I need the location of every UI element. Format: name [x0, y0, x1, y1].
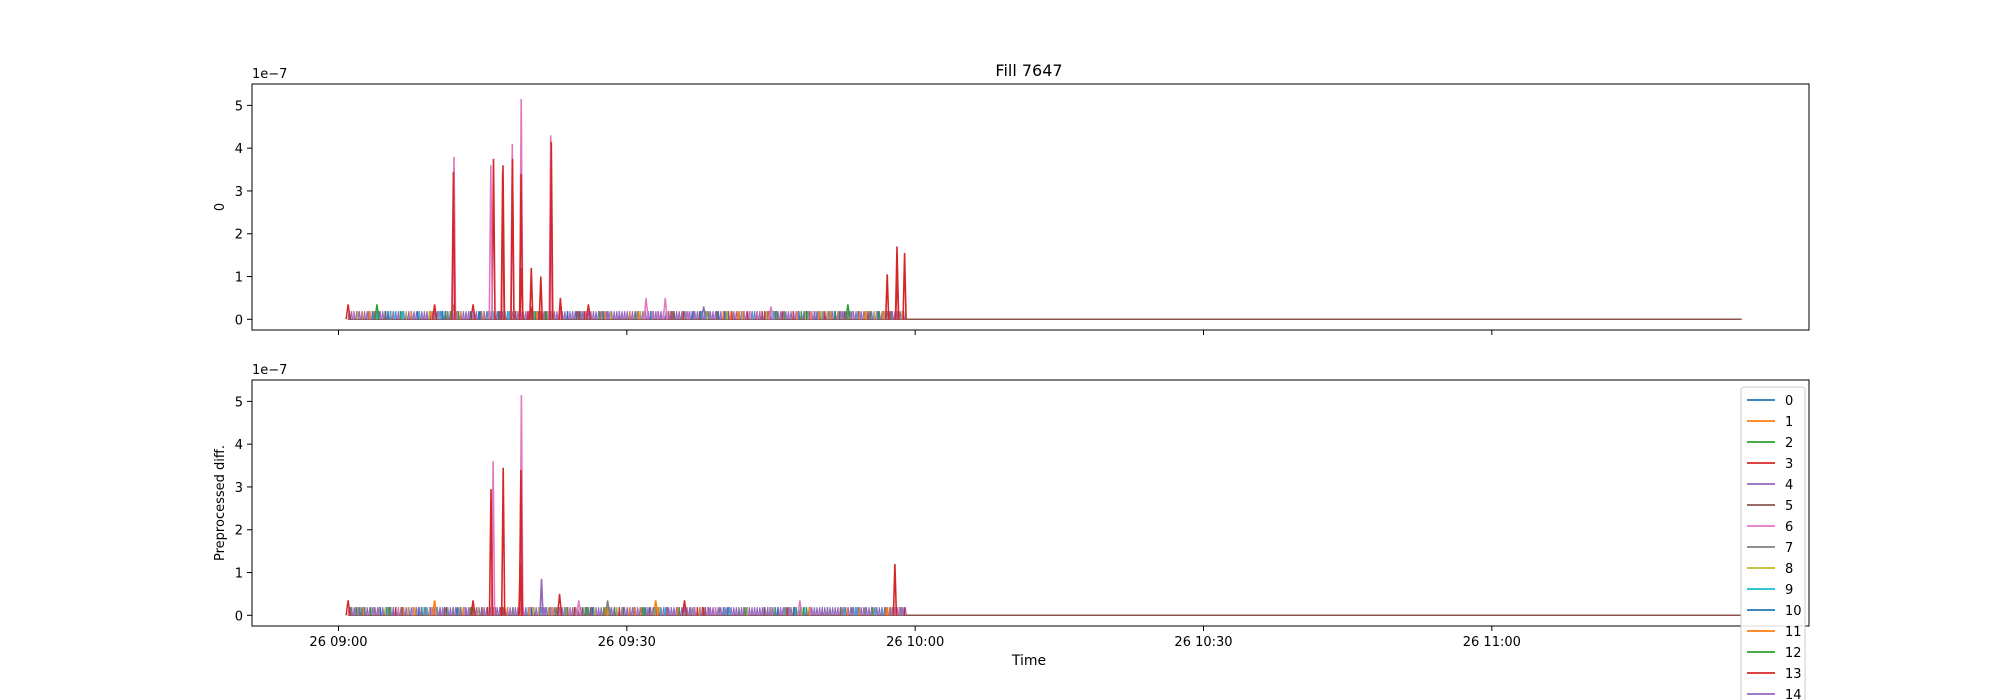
baseline-spike	[643, 297, 649, 320]
baseline-spike	[845, 304, 851, 320]
baseline-spike	[431, 600, 438, 616]
axes-frame	[251, 379, 1810, 627]
data-spike	[488, 489, 494, 616]
y-tick-label: 2	[235, 228, 243, 243]
x-tick-label: 26 09:00	[309, 635, 367, 650]
baseline-spike	[681, 600, 688, 616]
legend-entry: 14	[1785, 688, 1802, 700]
baseline-spike	[768, 306, 774, 320]
legend-entry: 11	[1785, 625, 1802, 640]
y-tick-label: 1	[235, 271, 243, 286]
data-spike	[892, 563, 898, 616]
baseline-spike	[797, 600, 803, 616]
baseline-spike	[652, 600, 659, 616]
baseline-spike	[470, 304, 476, 320]
legend-entry: 13	[1785, 667, 1802, 682]
data-spike	[902, 252, 907, 320]
baseline-spike	[662, 297, 669, 320]
y-tick-label: 0	[235, 313, 243, 328]
legend-entry: 0	[1785, 394, 1793, 409]
legend-entry: 2	[1785, 436, 1793, 451]
legend-entry: 7	[1785, 541, 1793, 556]
baseline-spike	[700, 306, 707, 320]
legend-entry: 5	[1785, 499, 1793, 514]
legend-entry: 6	[1785, 520, 1793, 535]
figure-title: Fill 7647	[995, 61, 1062, 80]
data-spike	[519, 267, 524, 320]
baseline-spike	[576, 600, 582, 616]
data-spike	[510, 158, 515, 320]
data-spike	[549, 141, 554, 320]
data-spike	[529, 267, 534, 320]
legend-entry: 8	[1785, 562, 1793, 577]
data-spike	[518, 563, 523, 616]
data-spike	[538, 276, 544, 320]
data-spike	[894, 246, 900, 320]
data-spike	[539, 578, 544, 616]
data-spike	[488, 165, 494, 320]
baseline-spike	[604, 600, 611, 616]
data-spike	[884, 274, 890, 320]
y-tick-label: 1	[235, 567, 243, 582]
y-tick-label: 4	[235, 142, 243, 157]
y-axis-label: 0	[213, 203, 228, 211]
data-spike	[500, 467, 506, 616]
x-tick-label: 26 10:30	[1174, 635, 1232, 650]
baseline-spike	[556, 593, 563, 616]
legend-box	[1740, 386, 1806, 700]
data-spike	[500, 171, 505, 320]
legend-entry: 1	[1785, 415, 1793, 430]
x-axis-label: Time	[1011, 653, 1046, 669]
y-tick-label: 3	[235, 185, 243, 200]
legend-entry: 12	[1785, 646, 1802, 661]
baseline-spike	[431, 304, 438, 320]
legend-entry: 4	[1785, 478, 1793, 493]
axes-frame	[251, 83, 1810, 331]
x-tick-label: 26 10:00	[886, 635, 944, 650]
x-tick-label: 26 11:00	[1463, 635, 1521, 650]
baseline-spike	[345, 304, 351, 320]
y-tick-label: 4	[235, 438, 243, 453]
baseline-spike	[374, 304, 380, 320]
baseline-spike	[345, 600, 351, 616]
y-tick-label: 0	[235, 609, 243, 624]
data-spike	[451, 171, 456, 320]
legend-entry: 3	[1785, 457, 1793, 472]
x-tick-label: 26 09:30	[598, 635, 656, 650]
data-spike	[558, 297, 563, 320]
y-tick-label: 2	[235, 524, 243, 539]
y-axis-label: Preprocessed diff.	[213, 445, 228, 561]
y-tick-label: 5	[235, 395, 243, 410]
y-tick-label: 5	[235, 99, 243, 114]
chart-panel-top: 0 1 2 3 4 5 1e−7 0	[213, 67, 1810, 335]
y-offset-label: 1e−7	[252, 363, 287, 378]
y-tick-label: 3	[235, 481, 243, 496]
baseline-spike	[585, 304, 592, 320]
legend-entry: 9	[1785, 583, 1793, 598]
y-offset-label: 1e−7	[252, 67, 287, 82]
baseline-spike	[470, 600, 476, 616]
legend-entry: 10	[1785, 604, 1802, 619]
